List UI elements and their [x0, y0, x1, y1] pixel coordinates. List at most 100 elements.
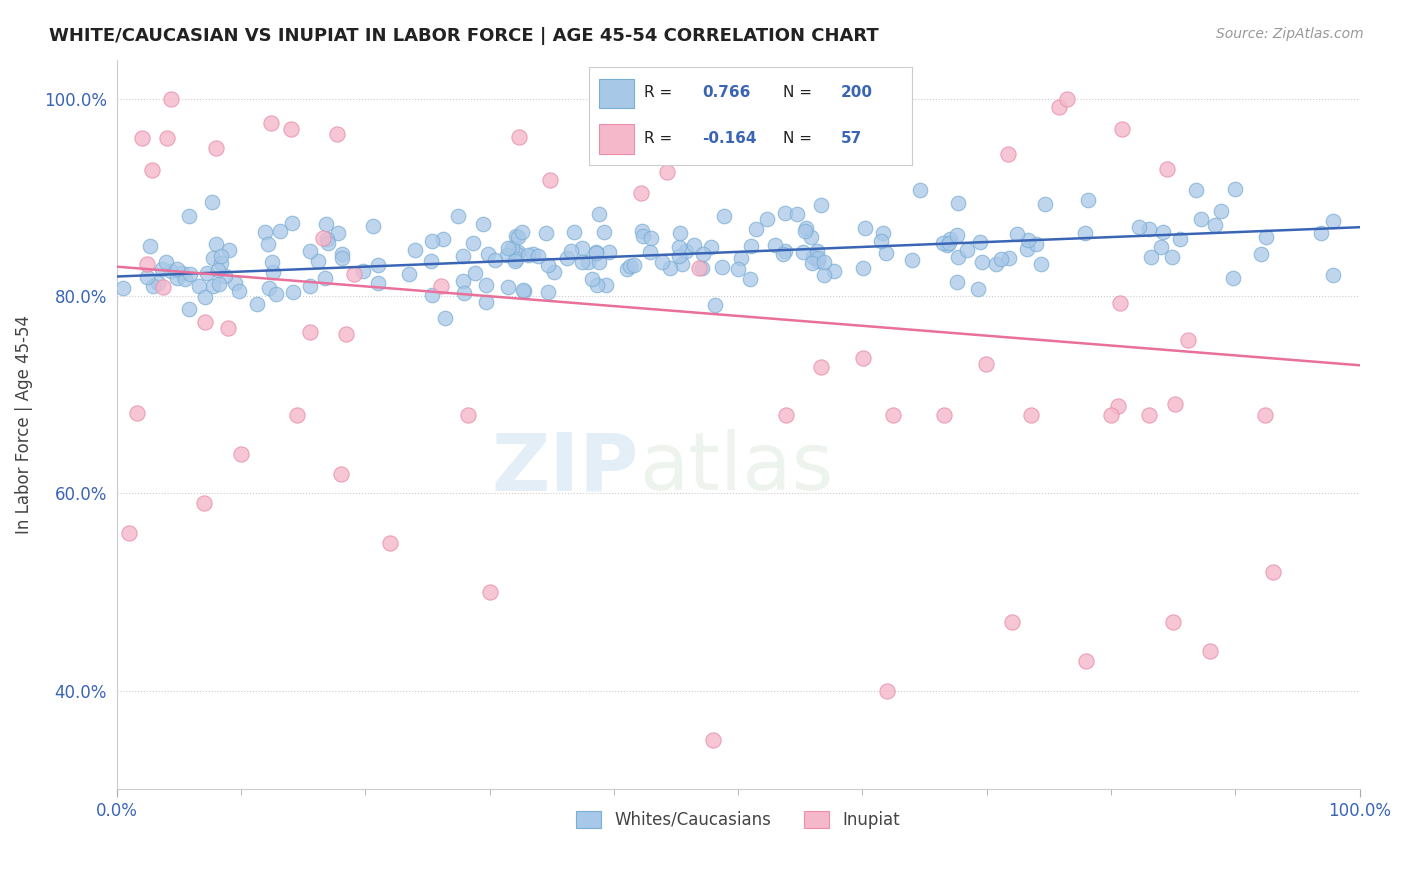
Point	[939, 231, 962, 245]
Point	[202, 279, 225, 293]
Point	[1322, 268, 1344, 282]
Point	[506, 247, 529, 261]
Point	[945, 227, 967, 242]
Point	[299, 244, 322, 258]
Point	[159, 264, 181, 278]
Point	[174, 272, 197, 286]
Point	[1025, 236, 1047, 251]
Point	[1222, 270, 1244, 285]
Point	[197, 266, 219, 280]
Point	[1074, 654, 1097, 668]
Point	[453, 285, 475, 300]
Point	[586, 277, 609, 292]
Point	[316, 232, 339, 246]
Point	[1177, 333, 1199, 347]
Point	[932, 236, 955, 251]
Point	[1137, 222, 1160, 236]
Point	[537, 258, 560, 272]
Point	[193, 496, 215, 510]
Point	[457, 408, 479, 422]
Point	[870, 234, 893, 248]
Point	[882, 408, 904, 422]
Point	[496, 248, 519, 262]
Point	[775, 244, 797, 258]
Point	[630, 186, 652, 200]
Point	[503, 254, 526, 268]
Point	[966, 282, 988, 296]
Point	[127, 406, 149, 420]
Point	[201, 195, 224, 210]
Point	[299, 325, 322, 339]
Point	[555, 251, 578, 265]
Point	[207, 277, 229, 292]
Point	[316, 236, 339, 251]
Point	[150, 262, 173, 277]
Point	[1074, 226, 1097, 240]
Point	[474, 295, 496, 310]
Point	[1322, 214, 1344, 228]
Point	[1111, 121, 1133, 136]
Point	[619, 259, 641, 273]
Point	[616, 261, 638, 276]
Point	[875, 246, 897, 260]
Point	[703, 298, 725, 312]
Point	[593, 225, 616, 239]
Point	[367, 276, 389, 290]
Point	[688, 260, 710, 275]
Point	[932, 408, 955, 422]
Point	[207, 263, 229, 277]
Point	[1101, 408, 1123, 422]
Point	[659, 260, 682, 275]
Point	[505, 252, 527, 267]
Point	[638, 245, 661, 260]
Point	[813, 268, 835, 282]
Point	[700, 240, 723, 254]
Point	[298, 278, 321, 293]
Point	[623, 258, 645, 272]
Point	[651, 254, 673, 268]
Point	[702, 733, 724, 747]
Point	[380, 535, 402, 549]
Point	[1156, 161, 1178, 176]
Point	[177, 209, 200, 223]
Point	[908, 183, 931, 197]
Point	[432, 232, 454, 246]
Point	[813, 255, 835, 269]
Point	[256, 237, 278, 252]
Point	[228, 284, 250, 298]
Point	[453, 274, 475, 288]
Point	[159, 92, 181, 106]
Point	[312, 231, 335, 245]
Point	[166, 261, 188, 276]
Point	[1161, 615, 1184, 629]
Point	[283, 285, 305, 299]
Point	[810, 360, 832, 375]
Point	[730, 252, 752, 266]
Point	[655, 165, 678, 179]
Point	[1225, 182, 1247, 196]
Point	[585, 244, 607, 259]
Point	[522, 247, 544, 261]
Point	[692, 246, 714, 260]
Point	[477, 247, 499, 261]
Point	[585, 246, 607, 260]
Point	[571, 241, 593, 255]
Point	[262, 265, 284, 279]
Point	[398, 267, 420, 281]
Text: atlas: atlas	[638, 429, 834, 508]
Y-axis label: In Labor Force | Age 45-54: In Labor Force | Age 45-54	[15, 315, 32, 534]
Point	[807, 254, 830, 268]
Point	[588, 207, 610, 221]
Point	[420, 254, 443, 268]
Point	[475, 277, 498, 292]
Point	[367, 258, 389, 272]
Point	[588, 255, 610, 269]
Point	[945, 275, 967, 289]
Point	[1160, 250, 1182, 264]
Point	[775, 205, 797, 219]
Point	[772, 247, 794, 261]
Point	[329, 467, 352, 481]
Point	[484, 252, 506, 267]
Point	[1250, 247, 1272, 261]
Point	[1204, 218, 1226, 232]
